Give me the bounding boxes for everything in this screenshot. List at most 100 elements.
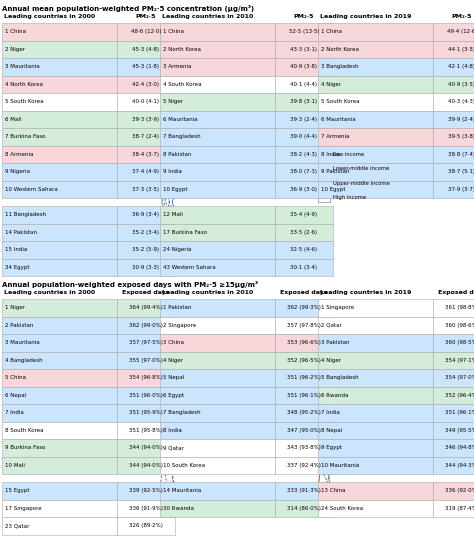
Bar [117, 316, 175, 334]
Bar [2, 163, 117, 180]
Text: 35·4 (4·9): 35·4 (4·9) [291, 212, 318, 217]
Text: 361 (98·8%): 361 (98·8%) [445, 305, 474, 310]
Text: PM₂·5: PM₂·5 [136, 14, 156, 19]
Text: 8 India: 8 India [163, 428, 182, 433]
Bar [433, 387, 474, 404]
Bar [2, 206, 117, 223]
Text: 353 (96·6%): 353 (96·6%) [287, 340, 321, 345]
Text: 17 Burkina Faso: 17 Burkina Faso [163, 229, 207, 235]
Text: 8 India: 8 India [321, 152, 340, 156]
Text: 362 (99·0%): 362 (99·0%) [129, 323, 163, 328]
Bar [160, 241, 275, 258]
Text: 43·3 (3·1): 43·3 (3·1) [291, 47, 318, 52]
Bar [433, 180, 474, 198]
Text: 349 (95·5%): 349 (95·5%) [445, 428, 474, 433]
Bar [2, 299, 117, 316]
Text: 40·9 (3·8): 40·9 (3·8) [291, 64, 318, 69]
Text: 44·1 (3·5): 44·1 (3·5) [448, 47, 474, 52]
Bar [433, 23, 474, 40]
Text: 12 Mali: 12 Mali [163, 212, 183, 217]
Text: 45·3 (1·8): 45·3 (1·8) [133, 64, 159, 69]
Bar [433, 40, 474, 58]
Bar [160, 316, 275, 334]
Bar [433, 93, 474, 111]
Bar [318, 179, 330, 187]
Bar [275, 40, 333, 58]
Bar [275, 334, 333, 352]
Text: 15 India: 15 India [5, 247, 27, 252]
Text: 3 Armenia: 3 Armenia [163, 64, 191, 69]
Text: 35·2 (3·4): 35·2 (3·4) [133, 229, 159, 235]
Text: 3 Bangladesh: 3 Bangladesh [321, 64, 359, 69]
Text: 2 Pakistan: 2 Pakistan [5, 323, 34, 328]
Bar [2, 258, 117, 276]
Bar [2, 23, 117, 40]
Bar [318, 93, 433, 111]
Text: 2 Niger: 2 Niger [5, 47, 25, 52]
Text: 11 Bangladesh: 11 Bangladesh [5, 212, 46, 217]
Bar [318, 40, 433, 58]
Bar [318, 150, 330, 159]
Text: 351 (95·8%): 351 (95·8%) [129, 428, 163, 433]
Text: 8 Pakistan: 8 Pakistan [163, 152, 191, 156]
Bar [433, 111, 474, 128]
Bar [318, 352, 433, 369]
Bar [275, 456, 333, 474]
Text: Leading countries in 2019: Leading countries in 2019 [320, 14, 411, 19]
Text: 6 Nepal: 6 Nepal [5, 393, 26, 398]
Text: 8 Nepal: 8 Nepal [321, 428, 342, 433]
Bar [2, 58, 117, 76]
Text: 5 South Korea: 5 South Korea [5, 99, 44, 105]
Bar [275, 163, 333, 180]
Bar [2, 456, 117, 474]
Text: Exposed days: Exposed days [122, 290, 170, 295]
Text: Exposed days: Exposed days [280, 290, 328, 295]
Text: 8 South Korea: 8 South Korea [5, 428, 44, 433]
Bar [275, 421, 333, 439]
Bar [275, 387, 333, 404]
Bar [318, 387, 433, 404]
Bar [160, 223, 275, 241]
Text: 42·1 (4·8): 42·1 (4·8) [448, 64, 474, 69]
Bar [160, 456, 275, 474]
Text: 45·3 (4·8): 45·3 (4·8) [133, 47, 159, 52]
Text: 354 (96·8%): 354 (96·8%) [129, 375, 163, 380]
Bar [433, 316, 474, 334]
Text: 52·5 (13·5): 52·5 (13·5) [289, 29, 319, 34]
Text: 40·9 (3·5): 40·9 (3·5) [448, 82, 474, 87]
Bar [117, 439, 175, 456]
Text: 351 (95·9%): 351 (95·9%) [129, 410, 163, 415]
Text: 38·2 (4·3): 38·2 (4·3) [291, 152, 318, 156]
Text: 39·9 (2·4): 39·9 (2·4) [448, 117, 474, 122]
Bar [117, 93, 175, 111]
Bar [318, 23, 433, 40]
Bar [160, 23, 275, 40]
Bar [117, 517, 175, 535]
Bar [433, 352, 474, 369]
Text: 48·6 (12·0): 48·6 (12·0) [131, 29, 161, 34]
Bar [433, 482, 474, 499]
Text: 333 (91·3%): 333 (91·3%) [287, 488, 321, 493]
Bar [2, 439, 117, 456]
Bar [318, 404, 433, 421]
Bar [2, 111, 117, 128]
Text: 343 (93·8%): 343 (93·8%) [287, 445, 321, 450]
Bar [160, 145, 275, 163]
Text: 364 (99·4%): 364 (99·4%) [129, 305, 163, 310]
Text: 14 Pakistan: 14 Pakistan [5, 229, 37, 235]
Bar [117, 352, 175, 369]
Bar [318, 164, 330, 174]
Bar [318, 299, 433, 316]
Text: 336 (91·9%): 336 (91·9%) [129, 506, 163, 511]
Bar [2, 387, 117, 404]
Text: 3 Mauritania: 3 Mauritania [5, 340, 40, 345]
Text: 39·3 (3·9): 39·3 (3·9) [133, 117, 159, 122]
Bar [318, 316, 433, 334]
Text: 7 Bangladesh: 7 Bangladesh [163, 134, 201, 139]
Bar [2, 145, 117, 163]
Bar [117, 334, 175, 352]
Bar [117, 58, 175, 76]
Text: 326 (89·2%): 326 (89·2%) [129, 523, 163, 528]
Bar [318, 369, 433, 387]
Bar [117, 128, 175, 145]
